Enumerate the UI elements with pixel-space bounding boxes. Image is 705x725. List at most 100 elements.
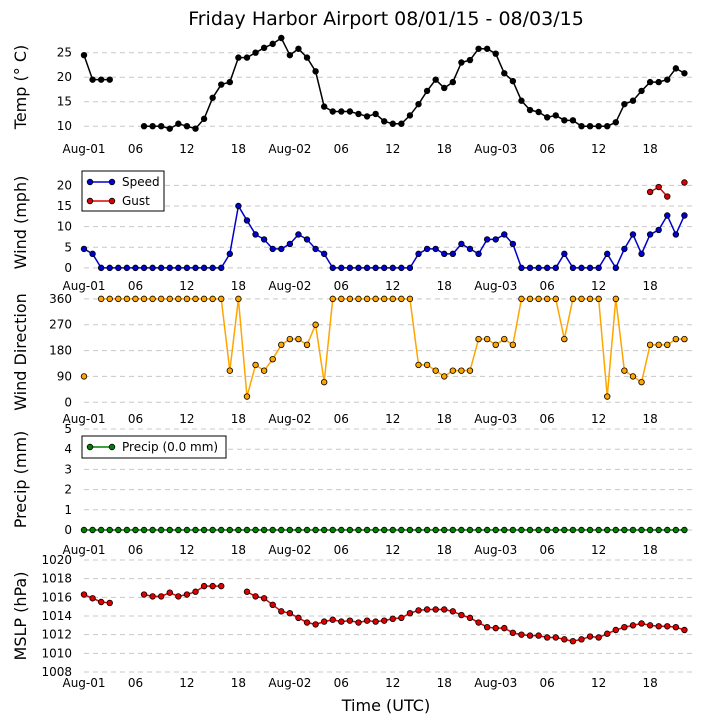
data-point	[483, 526, 491, 534]
data-point	[423, 361, 431, 369]
data-point	[286, 240, 294, 248]
data-point	[235, 295, 242, 303]
data-point	[561, 526, 568, 534]
data-point	[595, 526, 602, 534]
x-tick-label: Aug-02	[268, 543, 311, 557]
data-point	[226, 250, 234, 258]
data-point	[175, 295, 182, 303]
data-point	[329, 616, 336, 623]
data-point	[449, 78, 457, 86]
data-point	[278, 34, 285, 42]
data-point	[389, 295, 396, 303]
data-point	[235, 202, 242, 210]
x-tick-label: 06	[334, 676, 349, 690]
data-point	[441, 373, 448, 380]
data-point	[441, 84, 448, 92]
data-point	[200, 115, 208, 123]
data-point	[535, 526, 542, 534]
x-axis-label: Time (UTC)	[341, 696, 430, 715]
data-point	[269, 40, 276, 48]
data-point	[475, 335, 482, 343]
data-point	[612, 264, 620, 272]
data-point	[260, 526, 268, 534]
data-point	[106, 76, 113, 83]
data-point	[398, 526, 405, 534]
data-point	[175, 120, 182, 127]
data-point	[501, 526, 508, 534]
data-point	[389, 615, 396, 622]
data-point	[483, 335, 491, 343]
data-point	[655, 526, 662, 534]
data-point	[295, 614, 302, 622]
data-point	[149, 526, 156, 534]
data-point	[406, 264, 414, 272]
data-point	[320, 103, 328, 110]
data-point	[80, 245, 88, 253]
data-point	[423, 606, 431, 613]
data-point	[483, 45, 491, 52]
data-point	[123, 264, 131, 272]
data-point	[398, 614, 405, 622]
x-tick-label: 06	[334, 279, 349, 293]
data-point	[106, 526, 113, 534]
series-temp	[80, 34, 688, 132]
data-point	[604, 250, 611, 258]
data-point	[312, 526, 319, 534]
data-point	[604, 393, 611, 400]
data-point	[423, 526, 431, 534]
data-point	[638, 250, 645, 258]
data-point	[157, 264, 165, 272]
data-point	[629, 373, 637, 380]
y-axis-label: Wind Direction	[11, 293, 30, 411]
data-point	[278, 245, 285, 253]
data-point	[543, 634, 551, 641]
data-point	[569, 117, 577, 124]
data-point	[278, 526, 285, 534]
data-point	[432, 367, 439, 374]
data-point	[466, 56, 474, 64]
data-point	[286, 51, 294, 59]
data-point	[672, 335, 680, 343]
data-point	[595, 264, 602, 272]
legend-box	[81, 170, 165, 212]
data-point	[140, 264, 148, 272]
data-point	[123, 526, 131, 534]
x-tick-label: Aug-02	[268, 676, 311, 690]
x-tick-label: 06	[334, 142, 349, 156]
data-point	[303, 619, 311, 626]
y-tick-label: 0	[64, 261, 72, 275]
y-tick-label: 10	[57, 119, 72, 133]
y-tick-label: 1008	[41, 665, 72, 679]
data-point	[303, 341, 311, 349]
legend-label: Speed	[122, 175, 160, 189]
data-point	[681, 335, 688, 343]
data-point	[475, 526, 482, 534]
data-point	[363, 113, 371, 120]
data-point	[406, 295, 414, 303]
data-point	[381, 264, 388, 272]
data-point	[535, 108, 542, 116]
data-point	[115, 526, 122, 534]
data-point	[166, 264, 173, 272]
data-point	[389, 120, 396, 127]
data-point	[235, 54, 242, 61]
data-point	[269, 355, 276, 363]
data-point	[260, 236, 268, 243]
x-tick-label: Aug-01	[62, 412, 105, 426]
x-tick-label: 18	[642, 543, 657, 557]
x-tick-label: 12	[179, 676, 194, 690]
series-speed	[80, 202, 688, 272]
data-point	[226, 526, 234, 534]
x-tick-label: 06	[540, 543, 555, 557]
data-point	[363, 617, 371, 624]
x-tick-label: Aug-01	[62, 676, 105, 690]
y-tick-label: 360	[49, 292, 72, 306]
data-point	[149, 122, 156, 130]
data-point	[295, 45, 302, 52]
x-tick-label: 12	[179, 279, 194, 293]
data-point	[89, 250, 96, 258]
x-tick-label: 12	[385, 412, 400, 426]
panel-dir: 0 90 180 270 360 Wind Direction Aug-01 06 12 18 Au…	[11, 292, 693, 426]
